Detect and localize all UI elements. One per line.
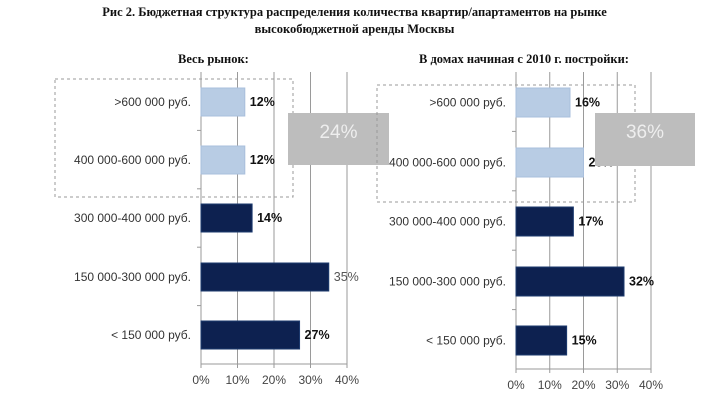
chart-left-data-label: 35% (334, 270, 359, 284)
chart-right-data-label: 32% (629, 275, 654, 289)
chart-right-x-tick-label: 0% (507, 378, 525, 392)
chart-right-bar (515, 87, 571, 118)
chart-left-category-label: < 150 000 руб. (111, 328, 191, 342)
chart-left-bar (200, 87, 246, 117)
title-line-1: Рис 2. Бюджетная структура распределения… (102, 5, 607, 19)
chart-right-x-tick-label: 40% (639, 378, 663, 392)
chart-left-x-tick-label: 10% (225, 373, 249, 387)
chart-left-category-label: >600 000 руб. (114, 95, 191, 109)
chart-left-x-tick-label: 30% (298, 373, 322, 387)
chart-right-data-label: 16% (575, 96, 600, 110)
chart-left-bar (200, 203, 253, 233)
chart-right-category-label: < 150 000 руб. (426, 334, 506, 348)
chart-right-data-label: 15% (572, 334, 597, 348)
chart-right-callout-total: 36% (626, 122, 664, 143)
chart-left-category-label: 150 000-300 000 руб. (74, 270, 191, 284)
chart-left-data-label: 12% (250, 153, 275, 167)
figure-title: Рис 2. Бюджетная структура распределения… (0, 4, 709, 38)
chart-right-bar (515, 266, 625, 297)
chart-right-x-tick-label: 30% (605, 378, 629, 392)
chart-right-x-tick-label: 10% (538, 378, 562, 392)
chart-left-x-tick-label: 40% (335, 373, 359, 387)
chart-left-data-label: 14% (257, 211, 282, 225)
chart-right-title: В домах начиная с 2010 г. постройки: (419, 52, 629, 66)
chart-left-data-label: 27% (305, 328, 330, 342)
chart-right-bar (515, 325, 568, 356)
chart-left-callout-box (288, 113, 389, 165)
chart-left-data-label: 12% (250, 95, 275, 109)
chart-right-category-label: 300 000-400 000 руб. (389, 215, 506, 229)
chart-left-category-label: 300 000-400 000 руб. (74, 211, 191, 225)
chart-right-bar (515, 147, 584, 178)
chart-left-bar (200, 262, 330, 292)
chart-right-category-label: 400 000-600 000 руб. (389, 156, 506, 170)
chart-left-category-label: 400 000-600 000 руб. (74, 153, 191, 167)
chart-right-x-tick-label: 20% (571, 378, 595, 392)
chart-right-callout-box (595, 113, 695, 166)
title-line-2: высокобюджетной аренды Москвы (254, 22, 455, 36)
chart-left-x-tick-label: 20% (262, 373, 286, 387)
chart-left-x-tick-label: 0% (192, 373, 210, 387)
chart-left-title: Весь рынок: (178, 52, 249, 66)
chart-right-category-label: 150 000-300 000 руб. (389, 275, 506, 289)
chart-right-bar (515, 206, 574, 237)
chart-right-category-label: >600 000 руб. (429, 96, 506, 110)
chart-right-highlight-frame (376, 84, 636, 203)
chart-right-data-label: 17% (578, 215, 603, 229)
chart-left-bar (200, 320, 301, 350)
chart-left-callout-total: 24% (319, 122, 357, 143)
chart-left-bar (200, 145, 246, 175)
